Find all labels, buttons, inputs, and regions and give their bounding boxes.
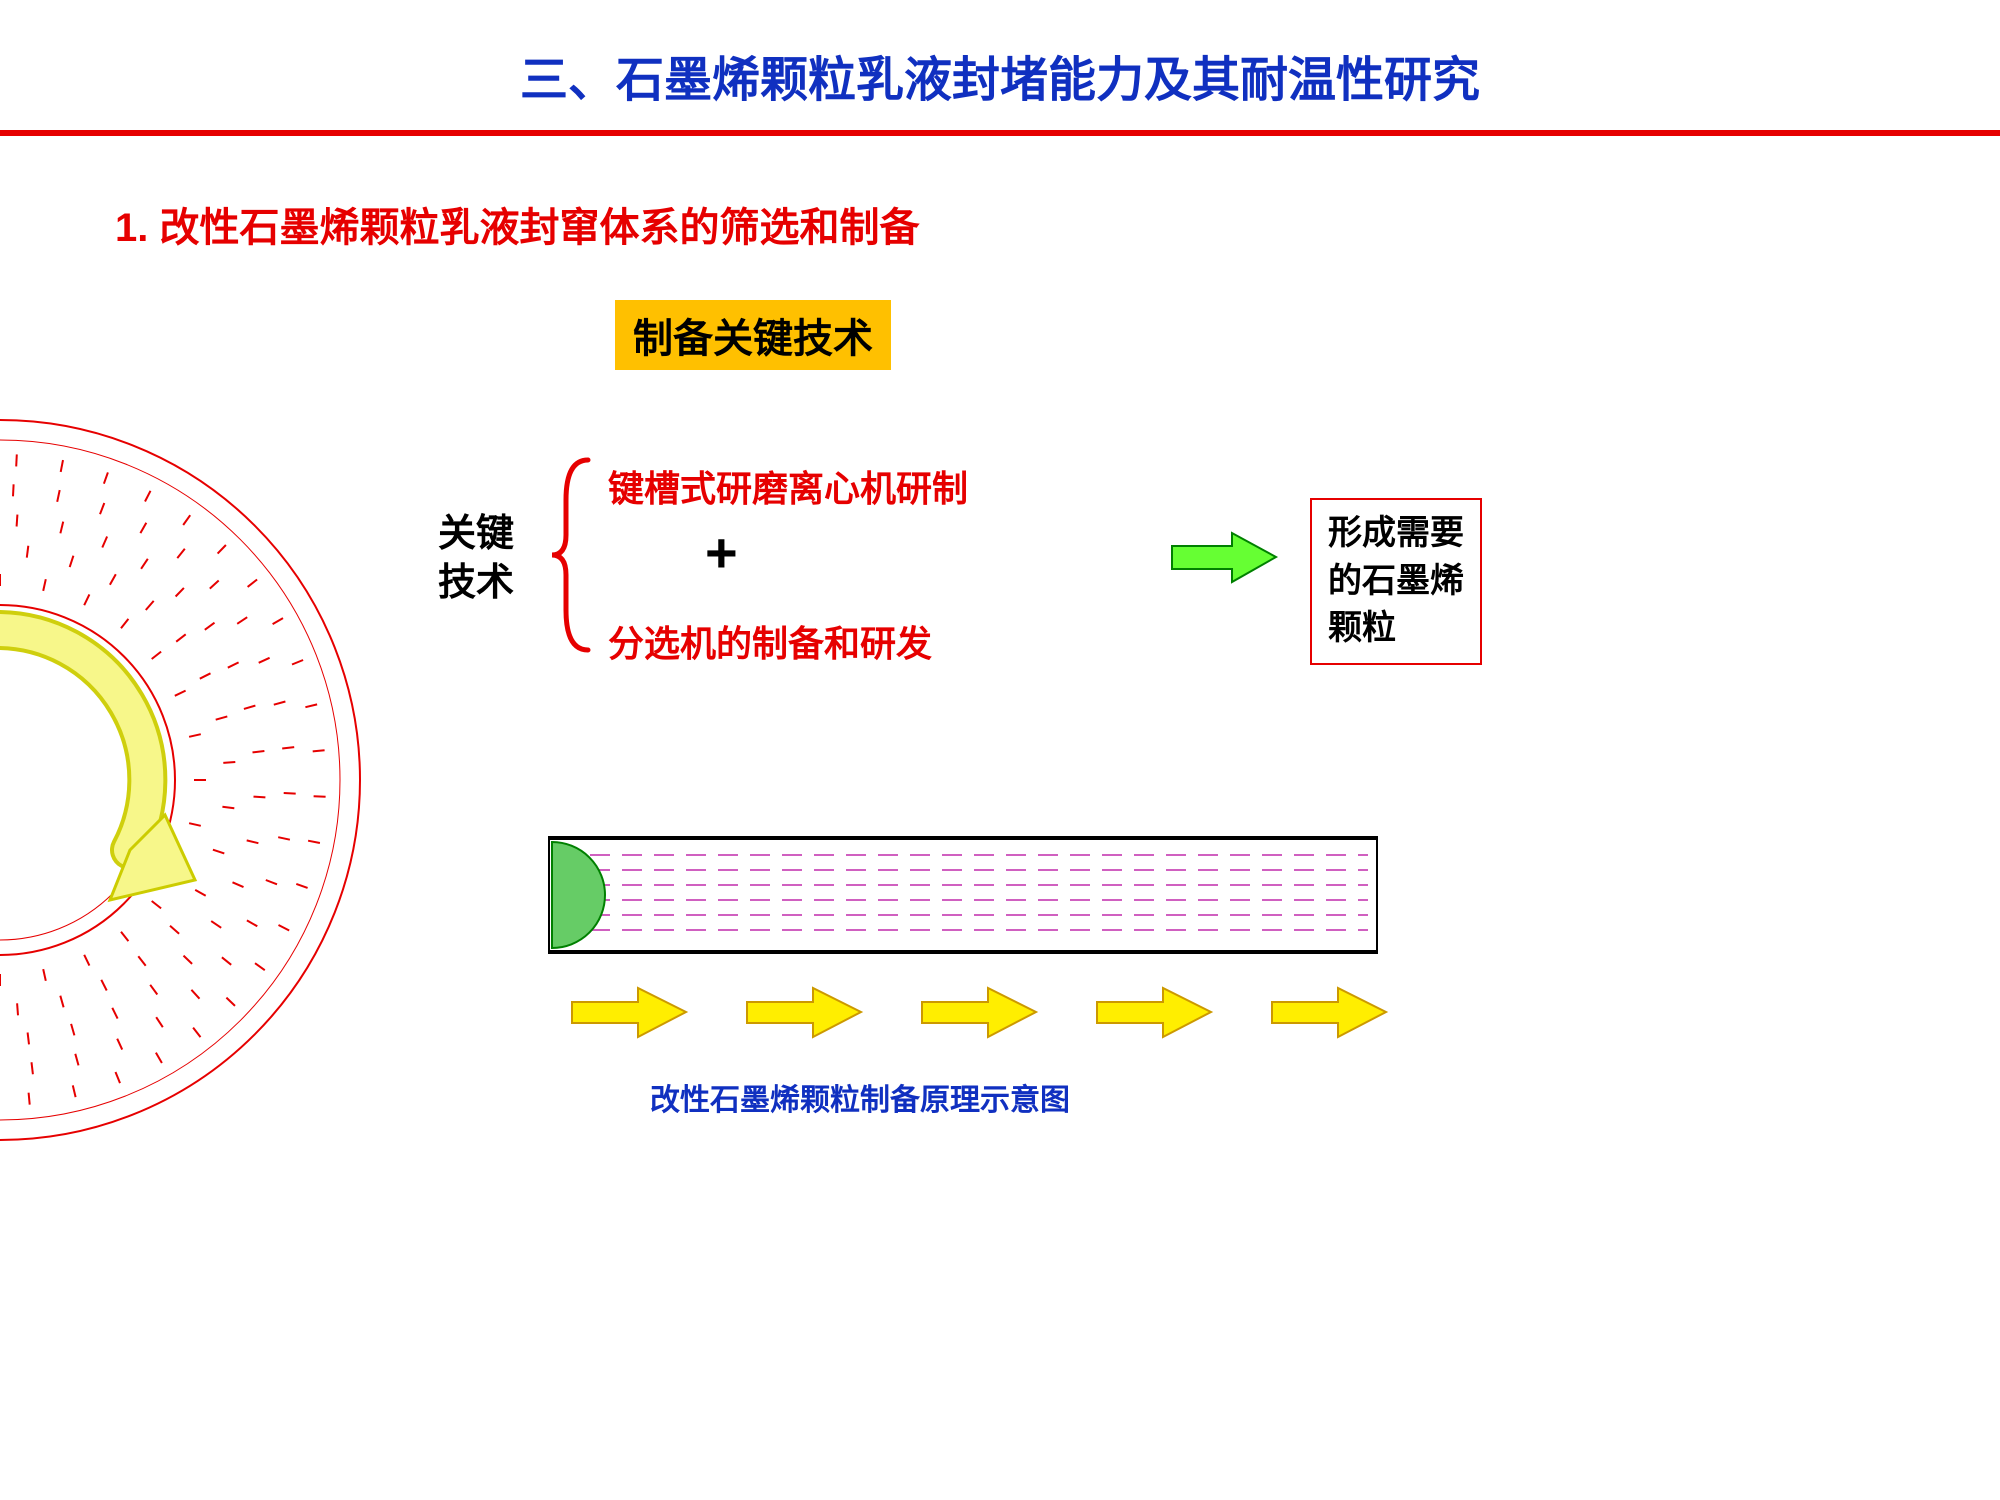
subtitle-text: 改性石墨烯颗粒乳液封窜体系的筛选和制备	[159, 206, 919, 250]
channel-diagram	[548, 830, 1378, 960]
tech-item-bottom: 分选机的制备和研发	[608, 615, 932, 667]
flow-arrow-icon	[920, 985, 1040, 1040]
key-tech-label-line1: 关键	[438, 510, 514, 559]
output-line2: 的石墨烯	[1328, 558, 1464, 606]
tech-item-top: 键槽式研磨离心机研制	[608, 460, 968, 512]
subtitle-prefix: 1.	[115, 206, 148, 250]
key-tech-heading: 制备关键技术	[615, 300, 891, 370]
page-title: 三、石墨烯颗粒乳液封堵能力及其耐温性研究	[0, 40, 2000, 110]
output-line3: 颗粒	[1328, 605, 1464, 653]
key-tech-label-line2: 技术	[438, 559, 514, 608]
flow-arrow-icon	[1095, 985, 1215, 1040]
output-box: 形成需要 的石墨烯 颗粒	[1310, 498, 1482, 665]
diagram-caption: 改性石墨烯颗粒制备原理示意图	[650, 1075, 1070, 1119]
key-tech-label: 关键 技术	[438, 510, 514, 609]
flow-arrow-icon	[1270, 985, 1390, 1040]
circular-grinder-diagram	[0, 410, 640, 1150]
section-subtitle: 1. 改性石墨烯颗粒乳液封窜体系的筛选和制备	[115, 195, 919, 253]
brace-icon	[548, 455, 594, 655]
flow-arrow-icon	[570, 985, 690, 1040]
flow-arrow-icon	[745, 985, 865, 1040]
flow-arrows-row	[570, 985, 1470, 1045]
plus-symbol: +	[705, 520, 738, 585]
output-line1: 形成需要	[1328, 510, 1464, 558]
divider-line	[0, 130, 2000, 136]
arrow-right-icon	[1170, 530, 1280, 585]
